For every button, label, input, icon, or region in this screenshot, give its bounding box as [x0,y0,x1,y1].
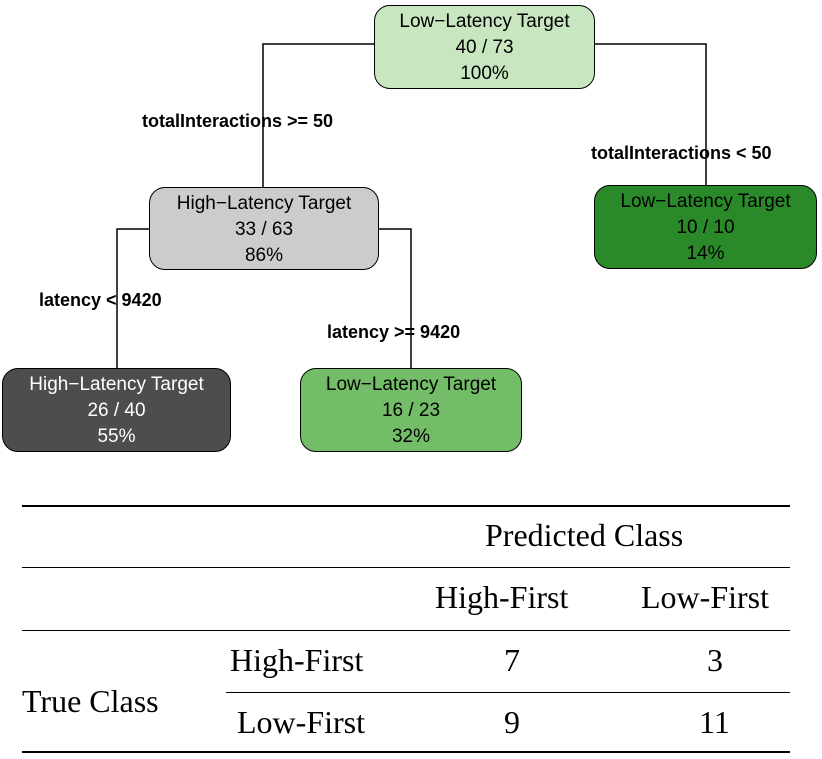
node-class: Low−Latency Target [375,9,594,35]
col-header-high-first: High-First [435,579,568,615]
node-ratio: 26 / 40 [3,398,230,424]
edge-label-root-right: totalInteractions < 50 [591,143,772,163]
subheader-rule [22,630,790,631]
tree-node-leaf-left: High−Latency Target 26 / 40 55% [2,368,231,452]
node-percent: 32% [301,424,521,450]
tree-node-leaf-mid: Low−Latency Target 16 / 23 32% [300,368,522,452]
node-ratio: 16 / 23 [301,398,521,424]
tree-node-right: Low−Latency Target 10 / 10 14% [594,185,817,269]
bottom-rule [22,751,790,753]
node-ratio: 10 / 10 [595,215,816,241]
top-rule [22,505,790,507]
node-percent: 14% [595,241,816,267]
edge-root-right [595,44,706,185]
row-label-high-first: High-First [230,642,363,678]
node-class: High−Latency Target [3,372,230,398]
edge-label-mid-left: latency < 9420 [39,290,162,310]
inner-rule [226,692,790,693]
edge-label-root-left: totalInteractions >= 50 [142,111,333,131]
predicted-class-header: Predicted Class [485,517,683,553]
node-class: Low−Latency Target [595,189,816,215]
header-rule [22,567,790,568]
node-percent: 86% [150,243,378,269]
edge-mid-right [379,229,411,368]
cell-low-high: 9 [504,704,520,740]
node-percent: 100% [375,61,594,87]
row-label-low-first: Low-First [237,704,365,740]
node-percent: 55% [3,424,230,450]
node-ratio: 40 / 73 [375,35,594,61]
col-header-low-first: Low-First [641,579,769,615]
tree-node-mid-left: High−Latency Target 33 / 63 86% [149,187,379,270]
decision-tree: Low−Latency Target 40 / 73 100% High−Lat… [0,0,822,470]
edge-label-mid-right: latency >= 9420 [327,322,460,342]
cell-high-high: 7 [504,642,520,678]
node-ratio: 33 / 63 [150,217,378,243]
cell-high-low: 3 [707,642,723,678]
node-class: High−Latency Target [150,191,378,217]
true-class-label: True Class [22,683,159,719]
confusion-matrix-table: Predicted Class High-First Low-First Tru… [0,480,822,759]
node-class: Low−Latency Target [301,372,521,398]
tree-node-root: Low−Latency Target 40 / 73 100% [374,5,595,89]
cell-low-low: 11 [699,704,730,740]
